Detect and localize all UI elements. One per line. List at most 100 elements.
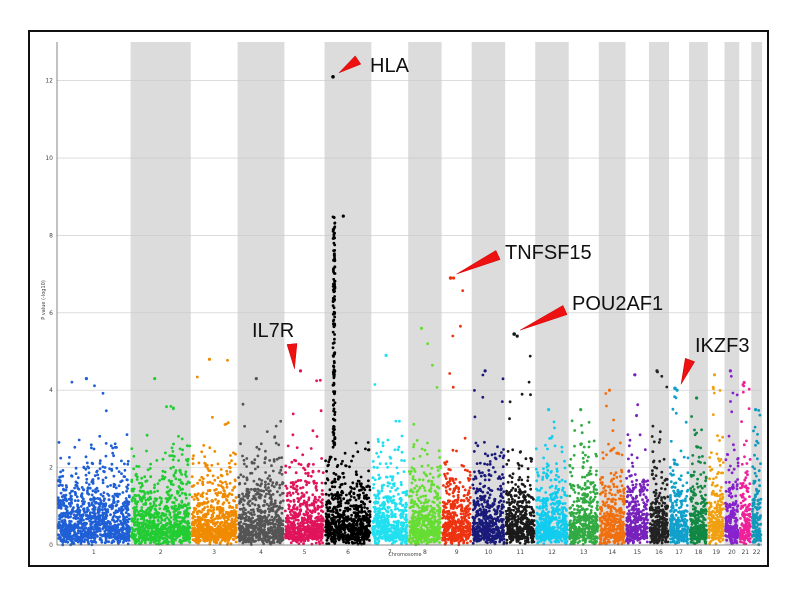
point-chr5 — [305, 505, 309, 509]
point-chr2 — [186, 523, 190, 527]
point-chr1 — [109, 531, 113, 535]
point-chr2 — [169, 526, 172, 529]
point-chr1 — [94, 525, 97, 529]
point-chr1 — [84, 514, 88, 517]
point-chr5 — [288, 465, 291, 469]
point-chr2 — [171, 501, 175, 504]
point-chr5 — [284, 471, 287, 474]
point-chr6 — [324, 533, 327, 537]
point-chr6 — [333, 361, 336, 365]
point-chr4 — [250, 521, 254, 525]
point-chr2 — [150, 520, 154, 523]
point-chr4 — [269, 518, 272, 522]
point-chr1 — [112, 514, 116, 517]
point-chr4 — [263, 461, 267, 465]
point-chr6 — [356, 450, 360, 454]
point-chr2 — [148, 519, 152, 523]
point-chr4 — [281, 519, 285, 523]
point-chr2 — [187, 502, 191, 505]
point-chr1 — [82, 497, 85, 501]
point-chr1 — [74, 483, 78, 487]
point-chr1 — [103, 470, 106, 474]
point-chr1 — [98, 467, 102, 471]
point-chr7 — [403, 459, 406, 463]
point-chr1 — [125, 489, 128, 493]
point-chr1 — [95, 529, 98, 533]
point-chr2 — [159, 521, 163, 525]
point-chr1 — [113, 442, 117, 446]
point-chr1 — [124, 511, 128, 514]
point-chr1 — [68, 502, 72, 506]
point-chr5 — [309, 531, 313, 535]
point-chr1 — [105, 532, 108, 536]
point-chr2 — [136, 531, 140, 535]
point-chr3 — [216, 502, 220, 505]
point-chr6 — [342, 512, 345, 515]
point-chr2 — [130, 526, 134, 530]
point-chr3 — [220, 530, 224, 534]
point-chr1 — [73, 499, 77, 502]
point-chr1 — [80, 499, 84, 503]
point-chr1 — [70, 380, 74, 384]
point-chr4 — [276, 540, 280, 543]
point-chr3 — [231, 506, 235, 509]
point-chr1 — [94, 519, 97, 523]
point-chr5 — [297, 518, 300, 522]
point-chr6 — [359, 475, 363, 479]
point-chr1 — [74, 510, 77, 513]
point-chr2 — [142, 516, 146, 520]
point-chr3 — [206, 505, 210, 509]
point-chr6 — [333, 351, 337, 355]
point-chr2 — [149, 490, 153, 493]
point-chr6 — [331, 296, 335, 300]
point-chr6 — [334, 473, 338, 476]
point-chr5 — [295, 484, 299, 488]
point-chr5 — [290, 535, 294, 539]
point-chr6 — [350, 459, 353, 463]
point-chr3 — [201, 514, 205, 517]
point-chr4 — [274, 528, 278, 532]
point-chr1 — [104, 409, 108, 413]
point-chr1 — [101, 527, 104, 531]
point-chr2 — [158, 479, 162, 482]
point-chr6 — [349, 517, 353, 520]
point-chr6 — [361, 486, 365, 489]
point-chr2 — [173, 496, 177, 500]
point-chr2 — [165, 405, 168, 409]
point-chr4 — [258, 493, 261, 496]
point-chr1 — [82, 507, 86, 511]
point-peak-chr4 — [254, 377, 258, 381]
point-chr1 — [104, 502, 108, 506]
point-chr1 — [90, 515, 93, 518]
point-chr4 — [279, 531, 283, 534]
point-chr6 — [348, 465, 351, 469]
point-chr1 — [98, 462, 102, 465]
point-chr1 — [90, 493, 94, 497]
point-chr1 — [102, 515, 105, 519]
point-chr3 — [233, 462, 237, 466]
point-chr1 — [110, 527, 113, 531]
point-chr1 — [81, 533, 84, 537]
point-chr6 — [340, 462, 343, 466]
point-chr2 — [139, 531, 143, 535]
point-chr4 — [248, 524, 252, 527]
point-chr6 — [332, 369, 336, 373]
point-chr6 — [363, 496, 366, 500]
point-chr2 — [182, 519, 186, 523]
point-chr3 — [233, 499, 237, 503]
point-chr1 — [91, 482, 95, 485]
point-chr4 — [257, 523, 260, 527]
point-chr2 — [161, 537, 165, 541]
point-chr4 — [271, 529, 275, 533]
point-chr5 — [284, 536, 288, 540]
point-chr2 — [174, 508, 178, 511]
point-chr7 — [399, 521, 403, 525]
point-chr6 — [327, 524, 331, 528]
point-chr1 — [76, 539, 79, 542]
point-chr1 — [74, 466, 78, 470]
point-chr5 — [288, 530, 292, 533]
point-chr4 — [242, 458, 246, 462]
point-chr7 — [402, 534, 405, 537]
point-chr4 — [267, 482, 270, 486]
point-chr5 — [313, 497, 317, 501]
